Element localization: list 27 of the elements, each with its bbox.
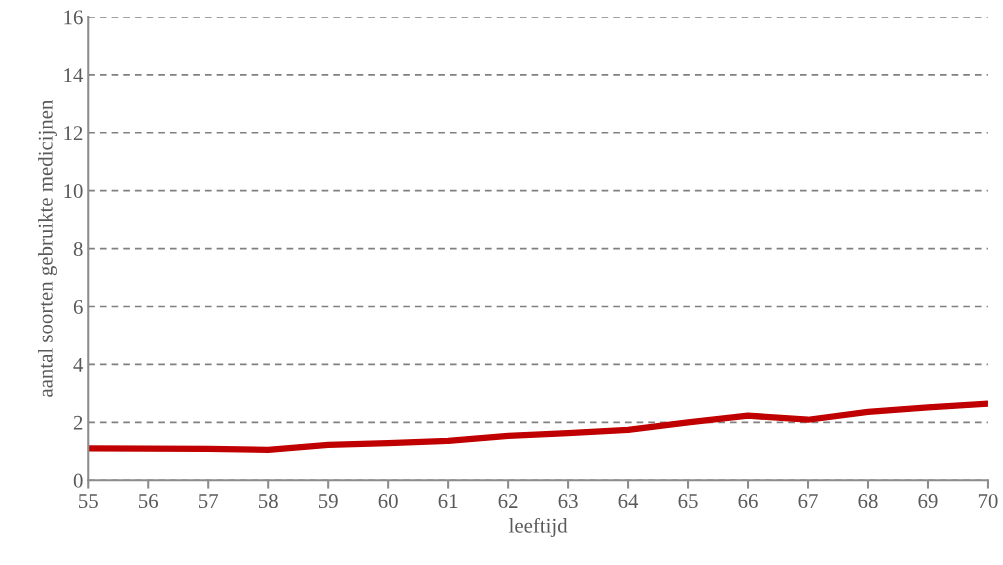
y-tick-label: 16 — [64, 10, 83, 25]
x-tick-label: 68 — [858, 494, 878, 509]
y-tick-label: 10 — [64, 184, 83, 199]
y-tick-label: 12 — [64, 126, 83, 140]
x-tick-label: 65 — [678, 494, 698, 509]
x-tick-label: 70 — [978, 494, 998, 509]
y-axis-title: aantal soorten gebruikte medicijnen — [38, 99, 58, 397]
x-tick-label: 63 — [558, 494, 578, 509]
x-tick-label: 69 — [918, 494, 938, 509]
x-tick-label: 66 — [738, 494, 758, 509]
x-tick-label: 56 — [139, 494, 159, 509]
y-tick-label: 14 — [64, 68, 84, 83]
x-tick-label: 60 — [378, 494, 398, 509]
y-tick-label: 0 — [73, 473, 83, 488]
y-tick-label: 8 — [73, 241, 83, 257]
x-tick-label: 61 — [438, 494, 458, 509]
y-tick-label: 2 — [73, 415, 83, 430]
x-tick-label: 62 — [498, 494, 518, 509]
x-tick-label: 59 — [318, 494, 338, 509]
y-tick-label: 4 — [73, 357, 84, 372]
x-tick-label: 64 — [618, 494, 639, 509]
x-axis-title: leeftijd — [509, 517, 568, 537]
x-tick-label: 58 — [259, 494, 278, 509]
x-tick-label: 67 — [798, 494, 818, 509]
x-tick-label: 55 — [79, 494, 98, 509]
x-tick-label: 57 — [199, 494, 219, 509]
y-tick-label: 6 — [73, 299, 83, 314]
